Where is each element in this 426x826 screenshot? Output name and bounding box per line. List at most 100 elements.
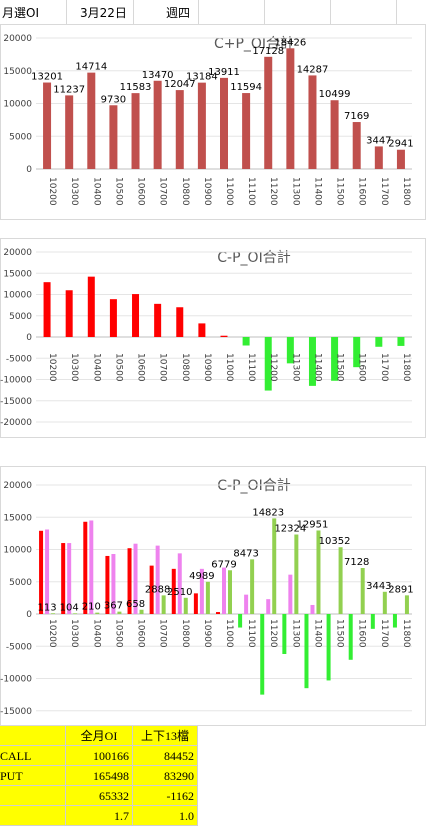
sheet-header-row: 月選OI 3月22日 週四 [0, 0, 426, 25]
y-tick-label: 0 [26, 610, 32, 620]
data-label: 13201 [31, 72, 63, 83]
y-tick-label: 5000 [9, 312, 32, 322]
bar [105, 555, 110, 614]
chart-title: C-P_OI合計 [217, 250, 290, 266]
chart-title: C+P_OI合計 [214, 36, 294, 52]
table-cell[interactable]: 83290 [133, 766, 198, 786]
x-tick-label: 11000 [224, 619, 234, 648]
x-tick-label: 11700 [379, 353, 389, 382]
header-cell-3[interactable]: 週四 [166, 6, 191, 20]
x-tick-label: 10200 [47, 177, 57, 206]
bar [154, 303, 162, 337]
x-tick-label: 11400 [312, 619, 322, 648]
table-cell[interactable]: 1.7 [66, 806, 133, 826]
bar [294, 534, 299, 614]
bar [45, 529, 50, 614]
x-tick-label: 11500 [335, 177, 345, 206]
table-cell[interactable] [0, 806, 66, 826]
table-cell[interactable]: -1162 [133, 786, 198, 806]
data-label: 3447 [366, 135, 391, 146]
data-label: 2941 [388, 139, 413, 150]
data-label: 6779 [211, 559, 236, 570]
data-label: 14823 [252, 507, 284, 518]
chart-3-container: C-P_OI合計 -15000 -10000 -5000 0 5000 10000 15000… [0, 466, 426, 726]
header-cell-1[interactable]: 月選OI [2, 6, 39, 20]
bar [111, 554, 116, 614]
data-label: 367 [104, 601, 123, 612]
bar [132, 294, 140, 337]
bar [61, 543, 66, 614]
data-label: 10499 [319, 89, 351, 100]
data-label: 10352 [319, 536, 351, 547]
data-label: 13470 [142, 70, 174, 81]
table-cell[interactable]: 上下13檔 [133, 726, 198, 746]
x-tick-label: 10300 [69, 619, 79, 648]
bar [222, 567, 226, 614]
y-tick-label: 5000 [9, 132, 32, 142]
y-tick-label: -5000 [6, 642, 32, 652]
bar [131, 93, 140, 169]
y-tick-label: -10000 [0, 675, 32, 685]
data-label: 9730 [101, 94, 126, 105]
bar [197, 82, 206, 169]
bar [238, 614, 243, 628]
data-label: 13911 [208, 67, 240, 78]
bar [242, 93, 251, 169]
x-tick-label: 10300 [69, 353, 79, 382]
table-cell[interactable]: 全月OI [66, 726, 133, 746]
bar [198, 323, 206, 337]
x-tick-label: 11100 [246, 177, 256, 206]
y-tick-label: 15000 [3, 269, 32, 279]
data-label: 7128 [344, 557, 369, 568]
bar [348, 614, 353, 660]
data-label: 3443 [366, 581, 391, 592]
table-cell[interactable]: CALL [0, 746, 66, 766]
x-tick-label: 11000 [224, 353, 234, 382]
bar [286, 48, 295, 169]
data-label: 17128 [252, 46, 284, 57]
x-tick-label: 11200 [268, 177, 278, 206]
x-tick-label: 11500 [335, 619, 345, 648]
bar [127, 548, 132, 614]
y-tick-label: 20000 [3, 481, 32, 491]
table-cell[interactable]: 65332 [66, 786, 133, 806]
bar [87, 276, 95, 337]
x-tick-label: 10400 [91, 177, 101, 206]
table-cell[interactable] [0, 786, 66, 806]
bar [95, 612, 100, 614]
bar [396, 149, 405, 169]
table-cell[interactable]: 84452 [133, 746, 198, 766]
x-tick-label: 11300 [290, 177, 300, 206]
bar [83, 521, 88, 614]
data-label: 11237 [53, 84, 85, 95]
x-tick-label: 10500 [113, 353, 123, 382]
x-tick-label: 11700 [379, 619, 389, 648]
table-cell[interactable] [0, 726, 66, 746]
table-cell[interactable]: 165498 [66, 766, 133, 786]
bar [397, 337, 405, 346]
bar [286, 337, 294, 364]
bar [67, 543, 72, 614]
table-cell[interactable]: 100166 [66, 746, 133, 766]
x-tick-label: 11800 [401, 619, 411, 648]
data-label: 2891 [388, 584, 413, 595]
table-cell[interactable]: 1.0 [133, 806, 198, 826]
x-tick-label: 10400 [91, 353, 101, 382]
bar [109, 105, 118, 169]
bar [244, 594, 249, 614]
bar [149, 565, 154, 614]
x-tick-label: 11400 [312, 353, 322, 382]
header-cell-2[interactable]: 3月22日 [80, 6, 127, 20]
bar [250, 559, 255, 614]
bar [43, 282, 51, 337]
y-tick-label: 20000 [3, 248, 32, 258]
y-tick-label: 0 [26, 333, 32, 343]
data-label: 104 [60, 602, 79, 613]
bar [308, 337, 316, 386]
table-cell[interactable]: PUT [0, 766, 66, 786]
bar [220, 335, 228, 337]
data-label: 7169 [344, 111, 369, 122]
bar [133, 543, 138, 614]
bar [242, 337, 250, 346]
